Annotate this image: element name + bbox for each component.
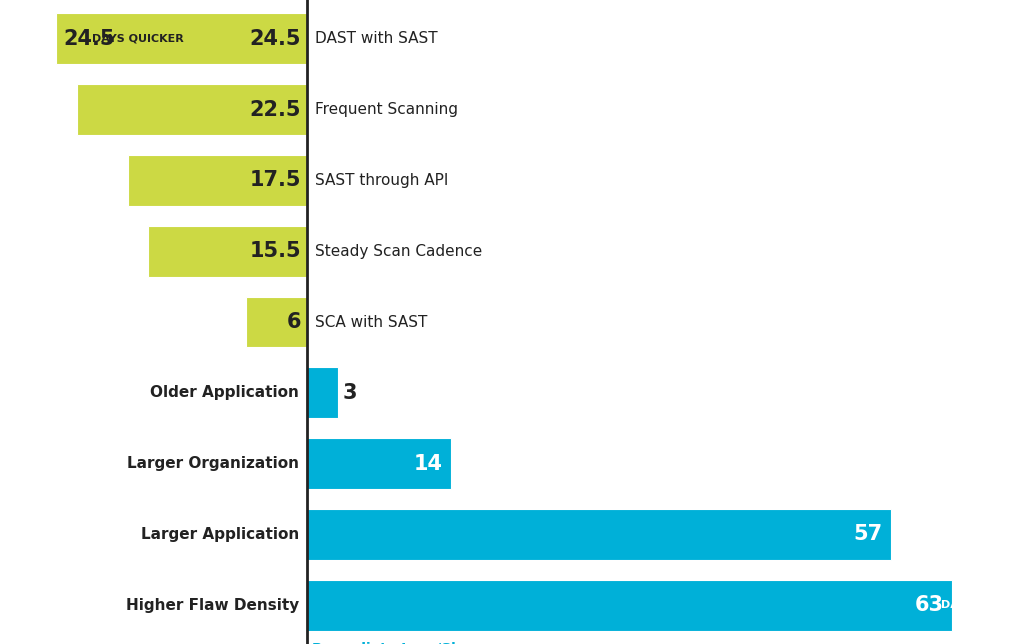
Text: Higher Flaw Density: Higher Flaw Density [126, 598, 299, 612]
Text: Larger Organization: Larger Organization [127, 456, 299, 471]
Bar [128, 155, 307, 206]
Text: Frequent Scanning: Frequent Scanning [315, 102, 459, 117]
Bar [307, 438, 451, 489]
Bar [246, 296, 307, 348]
Bar [307, 580, 952, 630]
Text: 14: 14 [414, 453, 442, 473]
Text: 24.5: 24.5 [250, 29, 301, 49]
Text: DAYS QUICKER: DAYS QUICKER [92, 34, 184, 44]
Bar [307, 367, 338, 418]
Text: SCA with SAST: SCA with SAST [315, 314, 428, 330]
Text: 24.5: 24.5 [63, 29, 115, 49]
Text: 57: 57 [854, 524, 883, 544]
Text: 22.5: 22.5 [250, 100, 301, 120]
Text: Larger Application: Larger Application [140, 527, 299, 542]
Text: 6: 6 [287, 312, 301, 332]
Bar [77, 84, 307, 135]
Bar [56, 14, 307, 64]
Text: Remediate Less/Slower: Remediate Less/Slower [312, 642, 495, 644]
Text: 3: 3 [343, 383, 357, 402]
Text: 15.5: 15.5 [250, 242, 301, 261]
Text: DAYS SLOWER: DAYS SLOWER [941, 600, 1024, 610]
Text: Steady Scan Cadence: Steady Scan Cadence [315, 243, 482, 259]
Text: 63: 63 [915, 595, 944, 615]
Bar [307, 509, 891, 560]
Text: DAST with SAST: DAST with SAST [315, 32, 438, 46]
Text: SAST through API: SAST through API [315, 173, 449, 188]
Text: Older Application: Older Application [151, 385, 299, 401]
Text: 17.5: 17.5 [250, 171, 301, 191]
Bar [148, 226, 307, 277]
